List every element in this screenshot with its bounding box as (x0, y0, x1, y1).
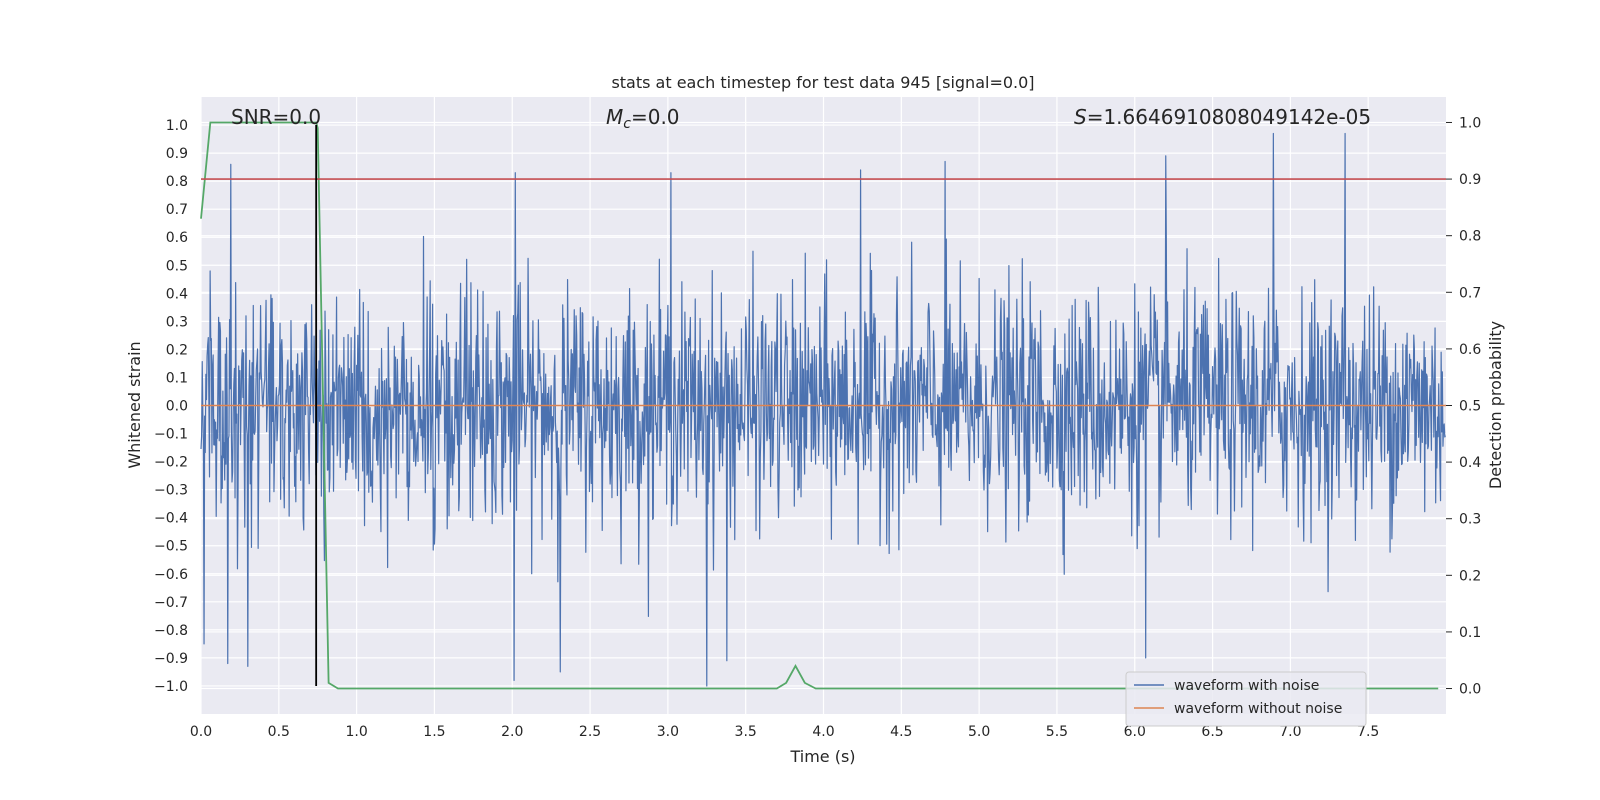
y-tick-label: 0.6 (166, 230, 188, 246)
y-tick-label: 0.5 (166, 258, 188, 274)
x-tick-label: 7.5 (1357, 724, 1379, 740)
y-right-tick-label: 0.3 (1459, 512, 1481, 528)
x-tick-label: 1.5 (423, 724, 445, 740)
x-tick-label: 7.0 (1279, 724, 1301, 740)
y-tick-label: −0.6 (154, 567, 188, 583)
x-tick-label: 4.0 (812, 724, 834, 740)
legend-label-clean: waveform without noise (1174, 701, 1342, 717)
chirp-mass-subscript: c (623, 116, 631, 132)
y-right-tick-label: 0.6 (1459, 342, 1481, 358)
y-right-tick-label: 0.9 (1459, 172, 1481, 188)
legend: waveform with noise waveform without noi… (1125, 671, 1367, 727)
x-tick-label: 3.0 (657, 724, 679, 740)
legend-box (1125, 671, 1367, 727)
x-tick-label: 2.0 (501, 724, 523, 740)
legend-label-noise: waveform with noise (1174, 678, 1319, 694)
chirp-mass-annotation: Mc=0.0 (606, 105, 680, 132)
x-tick-label: 4.5 (890, 724, 912, 740)
y-tick-label: −0.4 (154, 511, 188, 527)
x-tick-label: 6.5 (1201, 724, 1223, 740)
y-tick-label: −0.7 (154, 595, 188, 611)
y-tick-label: 0.1 (166, 370, 188, 386)
y-tick-label: −0.3 (154, 483, 188, 499)
x-axis-title: Time (s) (789, 747, 855, 766)
overlay-layer (200, 121, 1446, 690)
x-tick-label: 3.5 (735, 724, 757, 740)
y-tick-label: −0.2 (154, 455, 188, 471)
series-waveform-with-noise (200, 132, 1446, 687)
x-tick-label: 0.5 (268, 724, 290, 740)
y-tick-label: 0.0 (166, 399, 188, 415)
y-tick-label: −0.8 (154, 623, 188, 639)
y-axis-right-title: Detection probability (1486, 321, 1505, 489)
x-tick-label: 2.5 (579, 724, 601, 740)
y-right-tick-label: 0.5 (1459, 399, 1481, 415)
y-axis-ticks: 1.0 0.9 0.8 0.7 0.6 0.5 0.4 0.3 0.2 0.1 0.0 −0.1 −0.… (154, 118, 188, 695)
y-right-tick-label: 0.2 (1459, 568, 1481, 584)
chirp-mass-value: =0.0 (631, 105, 680, 129)
y-axis-title: Whitened strain (125, 341, 144, 468)
statistic-annotation: S=1.6646910808049142e-05 (1074, 105, 1371, 129)
series-layer (200, 132, 1446, 687)
y-right-tick-label: 0.4 (1459, 455, 1481, 471)
y-axis-right-ticks: 1.0 0.9 0.8 0.7 0.6 0.5 0.4 0.3 0.2 0.1 0.0 (1446, 115, 1481, 698)
y-right-tick-label: 1.0 (1459, 115, 1481, 131)
x-axis-ticks: 0.0 0.5 1.0 1.5 2.0 2.5 3.0 3.5 4.0 4.5 5.0 5.5 6.0 6… (190, 724, 1379, 740)
series-detection-probability (200, 121, 1439, 690)
x-tick-label: 0.0 (190, 724, 212, 740)
y-right-tick-label: 0.0 (1459, 682, 1481, 698)
y-right-tick-label: 0.7 (1459, 285, 1481, 301)
y-tick-label: 0.3 (166, 314, 188, 330)
y-tick-label: −0.1 (154, 427, 188, 443)
y-tick-label: −1.0 (154, 679, 188, 695)
x-tick-label: 5.0 (968, 724, 990, 740)
y-tick-label: −0.9 (154, 651, 188, 667)
y-right-tick-label: 0.8 (1459, 229, 1481, 245)
y-tick-label: −0.5 (154, 539, 188, 555)
chirp-mass-symbol: M (606, 105, 623, 129)
x-tick-label: 6.0 (1124, 724, 1146, 740)
y-tick-label: 0.2 (166, 342, 188, 358)
y-tick-label: 1.0 (166, 118, 188, 134)
y-right-tick-label: 0.1 (1459, 625, 1481, 641)
x-tick-label: 1.0 (345, 724, 367, 740)
statistic-value: =1.6646910808049142e-05 (1087, 105, 1371, 129)
y-tick-label: 0.8 (166, 174, 188, 190)
snr-annotation: SNR=0.0 (231, 105, 321, 129)
chart-title: stats at each timestep for test data 945… (611, 73, 1034, 92)
y-tick-label: 0.4 (166, 286, 188, 302)
statistic-symbol: S (1074, 105, 1087, 129)
y-tick-label: 0.9 (166, 146, 188, 162)
y-tick-label: 0.7 (166, 202, 188, 218)
x-tick-label: 5.5 (1046, 724, 1068, 740)
